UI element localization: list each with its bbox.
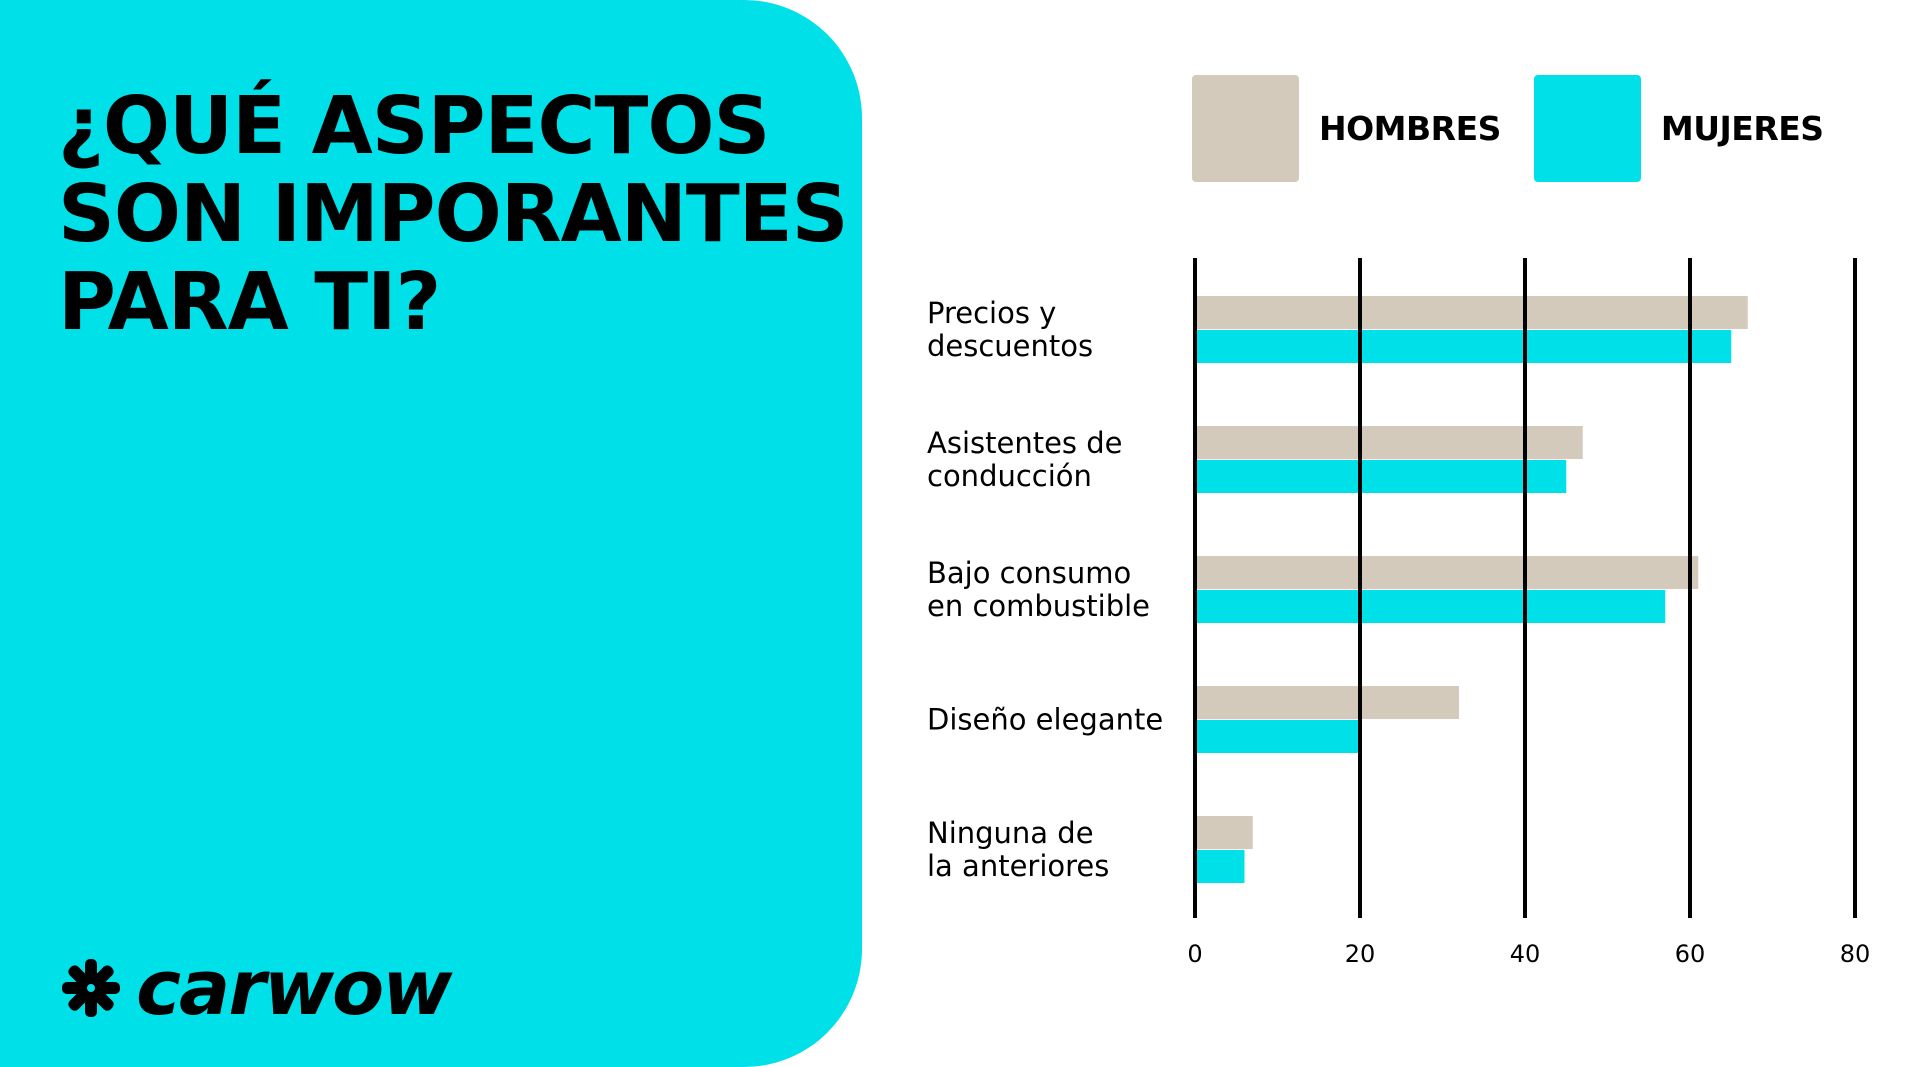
- legend-item-hombres: HOMBRES: [1192, 75, 1501, 182]
- category-label-2-0: Bajo consumo: [927, 556, 1131, 590]
- tick-label-40: 40: [1510, 940, 1541, 968]
- chart-legend: HOMBRES MUJERES: [1192, 75, 1824, 182]
- category-label-4-1: la anteriores: [927, 849, 1109, 883]
- legend-item-mujeres: MUJERES: [1533, 75, 1824, 182]
- category-label-4-0: Ninguna de: [927, 816, 1094, 850]
- category-label-0-1: descuentos: [927, 329, 1093, 363]
- bar-hombres-2: [1195, 556, 1699, 589]
- title-panel: ¿QUÉ ASPECTOS SON IMPORANTES PARA TI? ca…: [0, 0, 862, 1067]
- carwow-logo-icon: [62, 959, 120, 1017]
- category-label-2-1: en combustible: [927, 589, 1150, 623]
- category-label-1-0: Asistentes de: [927, 426, 1123, 460]
- category-label-3-0: Diseño elegante: [927, 703, 1163, 737]
- bar-mujeres-0: [1195, 330, 1732, 363]
- bar-mujeres-2: [1195, 590, 1666, 623]
- page-title: ¿QUÉ ASPECTOS SON IMPORANTES PARA TI?: [58, 80, 849, 348]
- tick-label-20: 20: [1345, 940, 1376, 968]
- legend-label-hombres: HOMBRES: [1319, 109, 1501, 148]
- tick-label-60: 60: [1675, 940, 1706, 968]
- category-label-1-1: conducción: [927, 459, 1092, 493]
- legend-swatch-mujeres: [1533, 75, 1641, 182]
- brand-wordmark: carwow: [136, 943, 452, 1032]
- bar-hombres-1: [1195, 426, 1583, 459]
- tick-label-0: 0: [1187, 940, 1202, 968]
- bar-hombres-4: [1195, 816, 1253, 849]
- bar-mujeres-4: [1195, 850, 1245, 883]
- bar-mujeres-1: [1195, 460, 1567, 493]
- tick-label-80: 80: [1840, 940, 1871, 968]
- legend-label-mujeres: MUJERES: [1660, 109, 1824, 148]
- legend-swatch-hombres: [1192, 75, 1299, 182]
- bar-hombres-0: [1195, 296, 1748, 329]
- brand-logo: carwow: [60, 943, 452, 1032]
- category-label-0-0: Precios y: [927, 296, 1056, 330]
- bar-hombres-3: [1195, 686, 1459, 719]
- bar-mujeres-3: [1195, 720, 1360, 753]
